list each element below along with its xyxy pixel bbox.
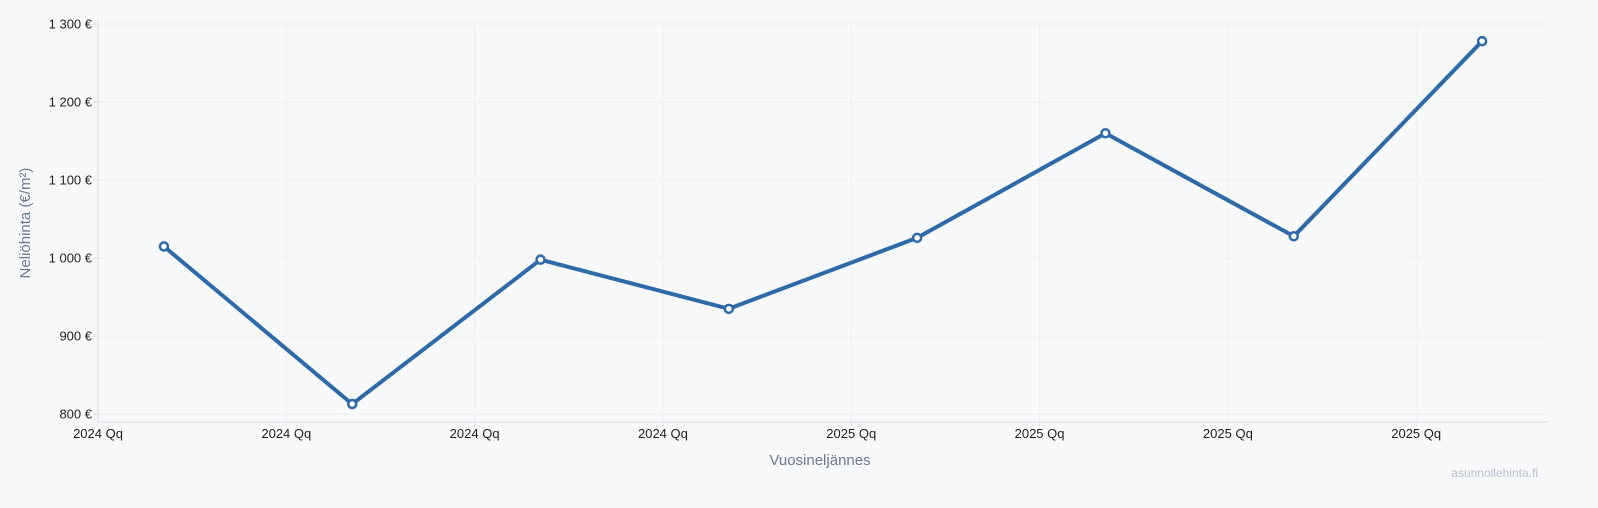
y-tick-label: 1 100 € <box>49 173 93 188</box>
x-axis-title: Vuosineljännes <box>769 452 870 469</box>
data-point[interactable] <box>723 303 735 315</box>
x-axis-ticks: 2024 Qq 2024 Qq 2024 Qq 2024 Qq 2025 Qq 2025 … <box>73 422 1441 441</box>
y-tick-label: 800 € <box>59 407 92 422</box>
y-axis-ticks: 1 300 € 1 200 € 1 100 € 1 000 € 900 € 800 € <box>49 17 98 422</box>
x-tick-label: 2024 Qq <box>450 426 500 441</box>
data-point[interactable] <box>346 398 358 410</box>
y-tick-label: 1 200 € <box>49 95 93 110</box>
x-tick-label: 2025 Qq <box>826 426 876 441</box>
series-line <box>161 39 1485 407</box>
x-tick-label: 2025 Qq <box>1203 426 1253 441</box>
y-tick-label: 1 000 € <box>49 251 93 266</box>
y-tick-label: 900 € <box>59 329 92 344</box>
data-point[interactable] <box>158 241 170 252</box>
data-point[interactable] <box>535 254 546 265</box>
x-tick-label: 2025 Qq <box>1391 426 1441 441</box>
y-axis-title: Neliöhinta (€/m²) <box>17 168 34 279</box>
x-tick-label: 2024 Qq <box>638 426 688 441</box>
x-tick-label: 2025 Qq <box>1015 426 1065 441</box>
grid-layer <box>97 23 1548 422</box>
data-point[interactable] <box>1476 35 1488 47</box>
y-tick-label: 1 300 € <box>49 17 93 32</box>
data-point[interactable] <box>911 232 923 244</box>
watermark-text: asunnollehinta.fi <box>1451 466 1538 480</box>
data-point[interactable] <box>1100 128 1111 139</box>
series-layer <box>158 35 1488 410</box>
x-tick-label: 2024 Qq <box>261 426 311 441</box>
data-point[interactable] <box>1288 231 1300 242</box>
x-tick-label: 2024 Qq <box>73 426 123 441</box>
